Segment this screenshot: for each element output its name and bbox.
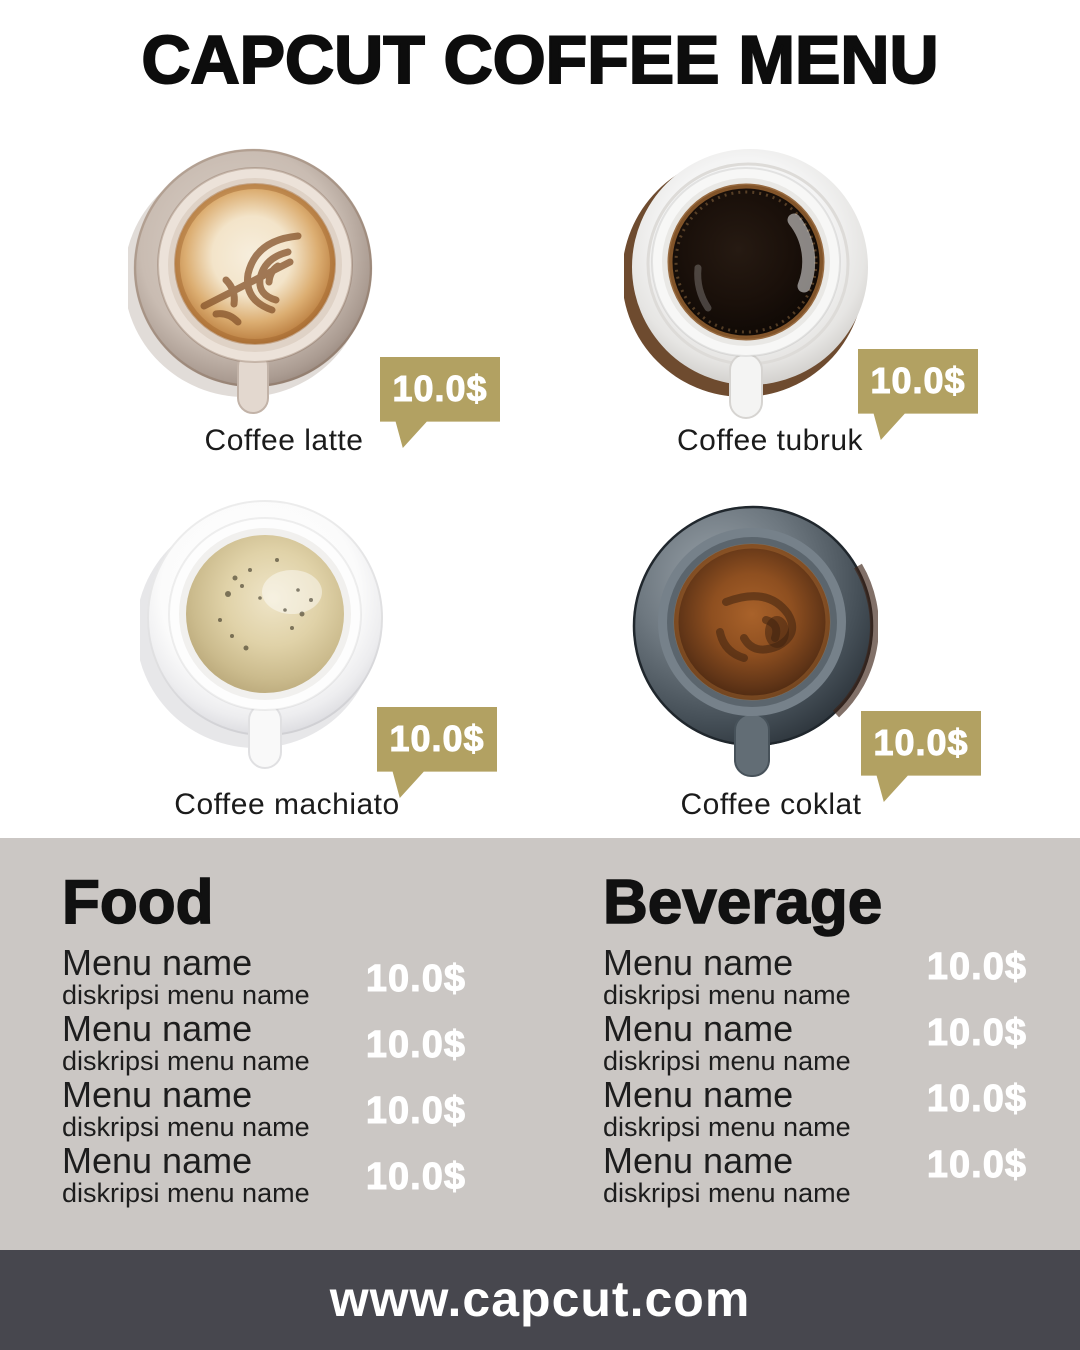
menu-item-text: Menu name diskripsi menu name [603, 944, 851, 1010]
coffee-tubruk-illustration [622, 149, 868, 419]
menu-item-price: 10.0$ [365, 958, 466, 1001]
menu-item-text: Menu name diskripsi menu name [62, 944, 310, 1010]
menu-item-price: 10.0$ [926, 1078, 1027, 1121]
label-coffee-latte: Coffee latte [204, 424, 364, 457]
menu-item: Menu name diskripsi menu name 10.0$ [603, 944, 1027, 1010]
menu-item-text: Menu name diskripsi menu name [603, 1142, 851, 1208]
menu-item-name: Menu name [62, 1140, 253, 1181]
coffee-latte-photo [124, 146, 378, 446]
menu-item: Menu name diskripsi menu name 10.0$ [603, 1142, 1027, 1208]
menu-item-price: 10.0$ [926, 1144, 1027, 1187]
coffee-machiato-illustration [136, 500, 383, 769]
menu-item-text: Menu name diskripsi menu name [62, 1142, 310, 1208]
menu-item-description: diskripsi menu name [603, 980, 851, 1010]
menu-item-name: Menu name [62, 942, 253, 983]
food-heading: Food [61, 868, 214, 937]
price-tag-machiato-value: 10.0$ [389, 718, 485, 760]
menu-item-description: diskripsi menu name [62, 1178, 310, 1208]
menu-item: Menu name diskripsi menu name 10.0$ [603, 1076, 1027, 1142]
menu-item-description: diskripsi menu name [603, 1046, 851, 1076]
menu-item-price: 10.0$ [365, 1156, 466, 1199]
price-tag-machiato: 10.0$ [377, 707, 497, 798]
menu-item-name: Menu name [603, 1008, 794, 1049]
beverage-items: Menu name diskripsi menu name 10.0$ Menu… [603, 944, 1027, 1208]
menu-item: Menu name diskripsi menu name 10.0$ [62, 1142, 466, 1208]
menu-item-name: Menu name [603, 1140, 794, 1181]
food-section: Food Menu name diskripsi menu name 10.0$… [61, 868, 466, 1208]
label-coffee-coklat: Coffee coklat [680, 788, 862, 821]
beverage-heading: Beverage [602, 868, 883, 937]
coffee-coklat-illustration [632, 505, 879, 777]
menu-item-name: Menu name [603, 942, 794, 983]
food-items: Menu name diskripsi menu name 10.0$ Menu… [62, 944, 466, 1208]
price-tag-tubruk-value: 10.0$ [870, 360, 966, 402]
menu-item-text: Menu name diskripsi menu name [62, 1076, 310, 1142]
menu-item: Menu name diskripsi menu name 10.0$ [62, 1076, 466, 1142]
menu-item-description: diskripsi menu name [62, 1046, 310, 1076]
coffee-machiato-photo [136, 498, 390, 798]
menu-item-price: 10.0$ [926, 946, 1027, 989]
price-tag-latte-value: 10.0$ [392, 368, 488, 410]
menu-item-price: 10.0$ [365, 1090, 466, 1133]
menu-item-price: 10.0$ [926, 1012, 1027, 1055]
beverage-section: Beverage Menu name diskripsi menu name 1… [602, 868, 1027, 1208]
poster-title: CAPCUT COFFEE MENU [140, 22, 939, 98]
price-tag-coklat-value: 10.0$ [873, 722, 969, 764]
label-coffee-tubruk: Coffee tubruk [676, 424, 864, 457]
menu-item: Menu name diskripsi menu name 10.0$ [62, 944, 466, 1010]
menu-item-description: diskripsi menu name [603, 1178, 851, 1208]
menu-item-price: 10.0$ [365, 1024, 466, 1067]
menu-item-text: Menu name diskripsi menu name [603, 1076, 851, 1142]
coffee-tubruk-photo [622, 146, 874, 446]
label-coffee-machiato: Coffee machiato [174, 788, 400, 821]
menu-item-description: diskripsi menu name [62, 1112, 310, 1142]
menu-item-name: Menu name [603, 1074, 794, 1115]
menu-item-description: diskripsi menu name [62, 980, 310, 1010]
menu-item-name: Menu name [62, 1008, 253, 1049]
footer-website: www.capcut.com [0, 1250, 1080, 1350]
menu-item: Menu name diskripsi menu name 10.0$ [603, 1010, 1027, 1076]
coffee-latte-illustration [124, 148, 373, 414]
coffee-coklat-photo [628, 502, 879, 802]
menu-item-name: Menu name [62, 1074, 253, 1115]
menu-panel [0, 838, 1080, 1250]
menu-item-description: diskripsi menu name [603, 1112, 851, 1142]
menu-item-text: Menu name diskripsi menu name [603, 1010, 851, 1076]
menu-item-text: Menu name diskripsi menu name [62, 1010, 310, 1076]
price-tag-latte: 10.0$ [380, 357, 500, 448]
menu-item: Menu name diskripsi menu name 10.0$ [62, 1010, 466, 1076]
